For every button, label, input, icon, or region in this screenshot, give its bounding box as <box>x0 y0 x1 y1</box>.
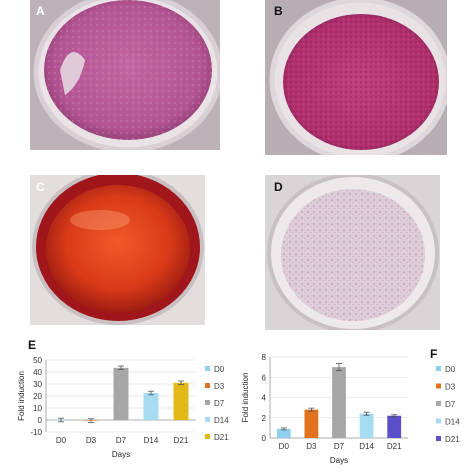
legend-label: D3 <box>445 383 456 392</box>
bar-d21 <box>387 415 402 438</box>
legend-label: D0 <box>445 365 456 374</box>
bar-d21 <box>173 382 189 420</box>
y-tick-label: 6 <box>262 373 267 382</box>
y-tick-label: 40 <box>33 368 42 377</box>
y-tick-label: -10 <box>30 428 42 437</box>
legend-label: D21 <box>445 435 460 444</box>
panel-label-e: E <box>28 338 37 352</box>
y-tick-label: 30 <box>33 380 42 389</box>
y-tick-label: 0 <box>38 416 43 425</box>
x-tick-label: D0 <box>279 442 290 451</box>
legend-label: D14 <box>445 418 460 427</box>
y-tick-label: 4 <box>262 394 267 403</box>
legend-label: D7 <box>214 399 225 408</box>
legend-swatch <box>436 383 441 389</box>
panel-label-b: B <box>274 4 283 18</box>
well-photo-d <box>265 175 440 330</box>
x-tick-label: D3 <box>86 436 97 445</box>
y-tick-label: 2 <box>262 414 267 423</box>
legend-label: D21 <box>214 433 229 442</box>
legend-label: D3 <box>214 382 225 391</box>
legend-swatch <box>205 366 210 371</box>
well-photo-b <box>265 0 447 155</box>
panel-label-c: C <box>36 180 45 194</box>
x-tick-label: D21 <box>387 442 402 451</box>
panel-label-a: A <box>36 4 45 18</box>
y-axis-title: Fold induction <box>241 373 250 423</box>
legend-swatch <box>205 417 210 422</box>
legend-swatch <box>436 401 441 406</box>
panel-label-d: D <box>274 180 283 194</box>
panel-label-f: F <box>430 347 438 361</box>
legend-swatch <box>205 400 210 405</box>
y-tick-label: 20 <box>33 392 42 401</box>
bar-d7 <box>332 367 346 438</box>
legend-label: D7 <box>445 400 456 409</box>
y-tick-label: 50 <box>33 356 42 365</box>
x-tick-label: D14 <box>359 442 374 451</box>
bar-d0 <box>276 428 291 438</box>
bar-d3 <box>304 409 319 438</box>
legend-swatch <box>436 366 441 371</box>
x-tick-label: D3 <box>306 442 317 451</box>
well-photo-c <box>30 175 205 325</box>
x-axis-title: Days <box>330 456 348 465</box>
x-axis-title: Days <box>112 450 130 459</box>
legend-swatch <box>205 434 210 439</box>
legend-swatch <box>436 436 441 441</box>
bar-chart-f: 0 2 4 6 8 D0 D3 D7 D14 D21 Days Fold induction D0 D3 D… <box>236 350 474 474</box>
y-tick-label: 0 <box>262 434 267 443</box>
legend-label: D14 <box>214 416 229 425</box>
x-tick-label: D0 <box>56 436 67 445</box>
bar-d7 <box>113 367 129 420</box>
x-tick-label: D7 <box>116 436 127 445</box>
x-tick-label: D21 <box>174 436 189 445</box>
x-tick-label: D14 <box>144 436 159 445</box>
bar-d14 <box>359 413 374 438</box>
y-tick-label: 10 <box>33 404 42 413</box>
well-photo-a <box>30 0 220 150</box>
bar-d14 <box>143 393 159 420</box>
legend-swatch <box>436 418 441 424</box>
bar-chart-e: -10 0 10 20 30 40 50 D0 D3 D7 D14 D21 Days Fold induc… <box>0 356 235 474</box>
y-tick-label: 8 <box>262 353 267 362</box>
legend-swatch <box>205 383 210 388</box>
y-axis-title: Fold induction <box>17 371 26 421</box>
x-tick-label: D7 <box>334 442 345 451</box>
legend-label: D0 <box>214 365 225 374</box>
